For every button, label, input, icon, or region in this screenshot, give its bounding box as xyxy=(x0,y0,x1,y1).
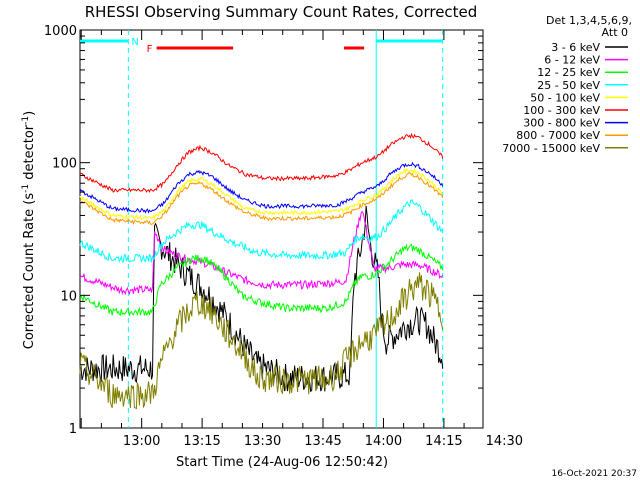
x-axis: 13:00 13:15 13:30 13:45 14:00 14:15 14:30 xyxy=(80,30,523,449)
legend-label: 12 - 25 keV xyxy=(537,66,600,79)
x-tick-label: 13:45 xyxy=(304,434,341,449)
series-line xyxy=(79,205,444,393)
y-axis: 1 10 100 1000 xyxy=(44,24,483,437)
legend-label: 300 - 800 keV xyxy=(523,117,600,130)
legend-label: 800 - 7000 keV xyxy=(516,129,600,142)
y-tick-label: 1000 xyxy=(44,24,77,39)
series-line xyxy=(79,171,444,225)
series-line xyxy=(79,167,443,221)
legend-label: 25 - 50 keV xyxy=(537,79,600,92)
flag-label: F xyxy=(147,44,153,55)
x-tick-label: 13:15 xyxy=(183,434,220,449)
legend-label: 50 - 100 keV xyxy=(530,91,600,104)
legend-label: 3 - 6 keV xyxy=(551,41,600,54)
plot-area xyxy=(79,29,484,429)
series-line xyxy=(79,199,444,263)
chart-title: RHESSI Observing Summary Count Rates, Co… xyxy=(85,3,478,21)
y-tick-label: 10 xyxy=(60,289,77,304)
x-tick-label: 14:30 xyxy=(486,434,523,449)
legend-title: Det 1,3,4,5,6,9, xyxy=(546,14,632,27)
plot-frame xyxy=(79,29,484,429)
legend-subtitle: Att 0 xyxy=(602,26,628,39)
series-line xyxy=(79,210,444,296)
flag-bars: FN xyxy=(80,30,444,428)
series-line xyxy=(79,243,444,317)
legend-label: 100 - 300 keV xyxy=(523,104,600,117)
flag-label: N xyxy=(131,37,138,48)
x-tick-label: 13:00 xyxy=(123,434,160,449)
y-axis-label: Corrected Count Rate (s-1 detector-1) xyxy=(21,111,37,349)
x-tick-label: 14:00 xyxy=(365,434,402,449)
legend-label: 7000 - 15000 keV xyxy=(502,142,600,155)
timestamp: 16-Oct-2021 20:37 xyxy=(552,469,637,479)
series-line xyxy=(79,161,444,214)
x-tick-label: 14:15 xyxy=(425,434,462,449)
x-tick-label: 13:30 xyxy=(244,434,281,449)
x-axis-label: Start Time (24-Aug-06 12:50:42) xyxy=(176,455,388,470)
legend-label: 6 - 12 keV xyxy=(544,54,600,67)
y-tick-label: 100 xyxy=(52,157,77,172)
y-tick-label: 1 xyxy=(69,422,77,437)
series-line xyxy=(79,272,444,410)
series-line xyxy=(79,132,444,194)
series-layer xyxy=(79,132,444,410)
